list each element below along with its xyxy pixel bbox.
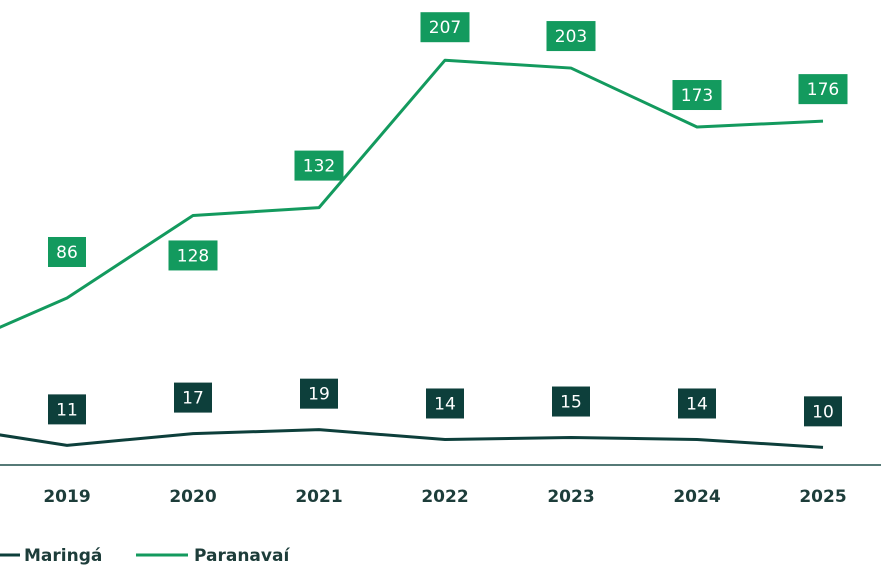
data-label-box — [804, 396, 842, 427]
data-label: 128 — [177, 246, 209, 266]
data-label: 14 — [686, 394, 708, 414]
data-label: 17 — [182, 389, 204, 409]
data-label: 11 — [56, 400, 78, 420]
data-label-box — [420, 12, 470, 43]
legend-label: Paranavaí — [194, 546, 290, 566]
data-label-box — [174, 382, 212, 413]
data-label-box — [678, 388, 716, 419]
data-label-box — [426, 388, 464, 419]
x-tick-label: 2025 — [799, 487, 846, 507]
x-tick-label: 2023 — [547, 487, 594, 507]
x-tick-label: 2020 — [169, 487, 216, 507]
x-tick-label: 2021 — [295, 487, 342, 507]
legend-label: Maringá — [24, 546, 102, 566]
data-label: 207 — [429, 18, 461, 38]
data-label-box — [552, 386, 590, 417]
data-label: 10 — [812, 402, 834, 422]
data-label: 176 — [807, 80, 839, 100]
series-line — [0, 58, 824, 329]
series-line — [0, 428, 824, 449]
x-tick-label: 2019 — [43, 487, 90, 507]
data-label-box — [546, 21, 596, 52]
data-label-box — [168, 240, 218, 271]
data-label: 15 — [560, 393, 582, 413]
x-tick-label: 2024 — [673, 487, 720, 507]
data-label: 14 — [434, 394, 456, 414]
data-label: 132 — [303, 157, 335, 177]
data-label-box — [48, 236, 86, 267]
data-label-box — [798, 74, 848, 105]
data-label: 19 — [308, 385, 330, 405]
data-label: 173 — [681, 86, 713, 106]
data-label-box — [300, 378, 338, 409]
x-tick-label: 2022 — [421, 487, 468, 507]
data-label: 203 — [555, 27, 587, 47]
data-label-box — [294, 150, 344, 181]
data-label-box — [48, 394, 86, 425]
data-label-box — [672, 80, 722, 111]
data-label: 86 — [56, 243, 78, 263]
